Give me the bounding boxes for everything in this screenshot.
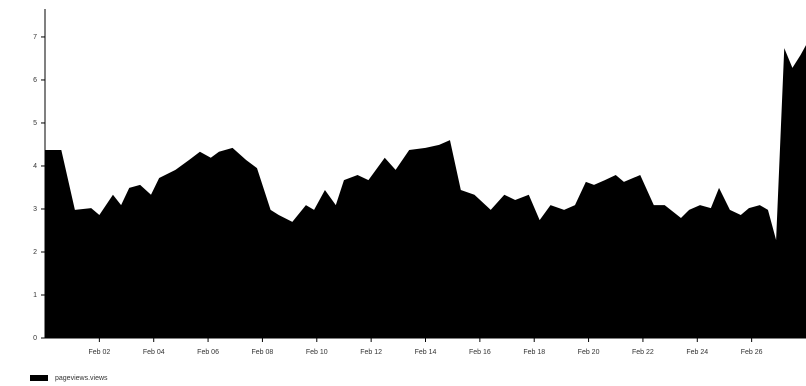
- x-tick-label: Feb 10: [306, 349, 328, 356]
- y-tick-label: 3: [33, 206, 37, 213]
- x-tick-label: Feb 04: [143, 349, 165, 356]
- legend-label: pageviews.views: [55, 375, 108, 382]
- area: [45, 45, 806, 339]
- x-tick-label: Feb 22: [632, 349, 654, 356]
- legend-swatch: [30, 375, 48, 381]
- x-tick-label: Feb 26: [741, 349, 763, 356]
- y-tick-label: 0: [33, 335, 37, 342]
- y-tick-label: 2: [33, 249, 37, 256]
- x-tick-label: Feb 20: [578, 349, 600, 356]
- y-tick-label: 4: [33, 163, 37, 170]
- y-tick-label: 6: [33, 77, 37, 84]
- x-tick-label: Feb 06: [197, 349, 219, 356]
- x-tick-label: Feb 18: [523, 349, 545, 356]
- x-tick-label: Feb 12: [360, 349, 382, 356]
- x-tick-label: Feb 14: [415, 349, 437, 356]
- x-tick-label: Feb 16: [469, 349, 491, 356]
- y-tick-label: 7: [33, 34, 37, 41]
- x-tick-label: Feb 08: [252, 349, 274, 356]
- y-tick-label: 1: [33, 292, 37, 299]
- y-tick-label: 5: [33, 120, 37, 127]
- x-tick-label: Feb 02: [88, 349, 110, 356]
- x-tick-label: Feb 24: [686, 349, 708, 356]
